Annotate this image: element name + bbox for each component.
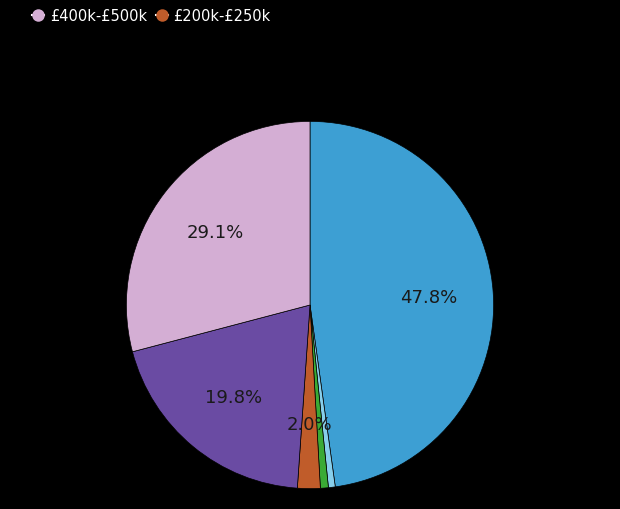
Text: 2.0%: 2.0% xyxy=(286,415,332,434)
Text: 47.8%: 47.8% xyxy=(401,288,458,306)
Text: 19.8%: 19.8% xyxy=(205,388,262,406)
Wedge shape xyxy=(126,122,310,352)
Wedge shape xyxy=(133,305,310,488)
Text: 29.1%: 29.1% xyxy=(187,224,244,242)
Wedge shape xyxy=(310,122,494,487)
Wedge shape xyxy=(310,305,335,488)
Wedge shape xyxy=(298,305,321,489)
Legend: £300k-£400k, £400k-£500k, £500k-£750k, £200k-£250k, £50k-£100k, £250k-£300k: £300k-£400k, £400k-£500k, £500k-£750k, £… xyxy=(28,0,512,29)
Wedge shape xyxy=(310,305,329,488)
